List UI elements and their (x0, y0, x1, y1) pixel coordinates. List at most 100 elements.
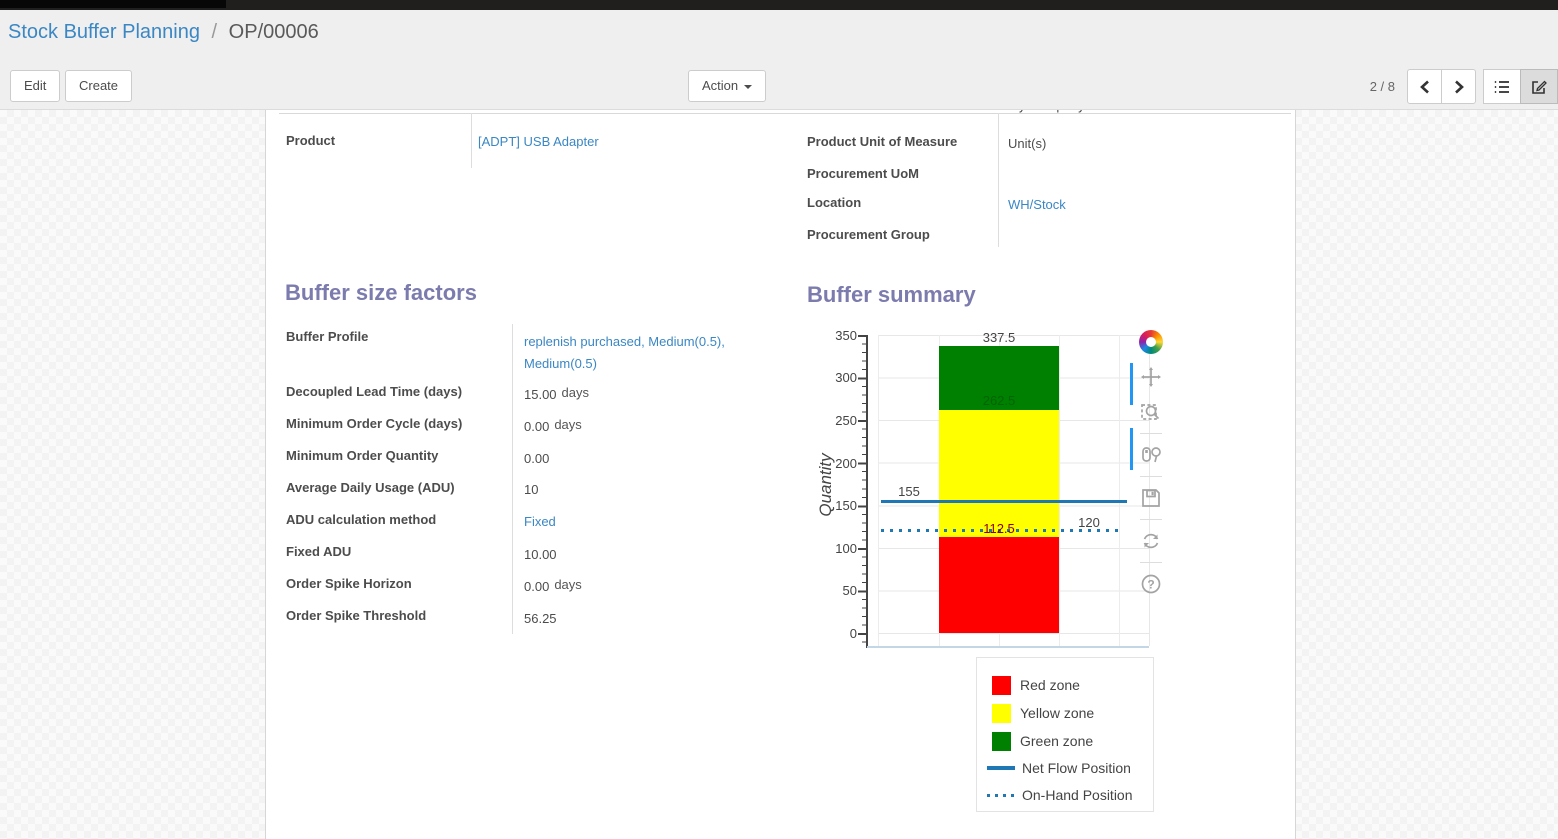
procurement-group-field-label: Procurement Group (807, 227, 930, 242)
breadcrumb-parent-link[interactable]: Stock Buffer Planning (8, 21, 200, 43)
pan-button[interactable] (1134, 363, 1168, 391)
y-tick-label: 150 (835, 498, 857, 513)
compare-hover-icon (1142, 447, 1161, 463)
create-button[interactable]: Create (65, 70, 133, 102)
modebar-separator (1140, 476, 1162, 477)
min-order-cycle-label: Minimum Order Cycle (days) (286, 416, 463, 431)
adu-method-label: ADU calculation method (286, 512, 437, 527)
decoupled-lead-time-label: Decoupled Lead Time (days) (286, 384, 463, 399)
compare-hover-button[interactable] (1134, 441, 1168, 469)
chart-vertical-gridline (1059, 335, 1060, 646)
chart-legend: Red zone Yellow zone Green zone Net Flow… (976, 657, 1154, 812)
plotly-logo-button[interactable] (1134, 328, 1168, 356)
fixed-adu-value: 10.00 (524, 547, 557, 562)
chevron-right-icon (1454, 80, 1464, 93)
green-zone-bar (939, 346, 1059, 410)
min-order-qty-value: 0.00 (524, 451, 550, 466)
chart-vertical-gridline (878, 335, 879, 646)
modebar-separator (1140, 433, 1162, 434)
svg-text:?: ? (1147, 578, 1154, 592)
pager-previous-button[interactable] (1407, 69, 1442, 104)
pager-counter: 2 / 8 (1369, 79, 1395, 94)
save-icon (1142, 489, 1160, 507)
order-spike-threshold-label: Order Spike Threshold (286, 608, 427, 623)
location-field-label: Location (807, 195, 862, 210)
legend-item-red-zone[interactable]: Red zone (992, 675, 1080, 695)
field-separator (512, 324, 513, 634)
legend-item-net-flow[interactable]: Net Flow Position (987, 758, 1131, 778)
legend-label: Red zone (1020, 677, 1080, 693)
box-zoom-button[interactable] (1134, 398, 1168, 426)
buffer-size-factors-title: Buffer size factors (285, 280, 477, 305)
save-image-button[interactable] (1134, 484, 1168, 512)
control-panel: Stock Buffer Planning / OP/00006 Edit Cr… (0, 10, 1558, 110)
yellow-zone-bar (939, 410, 1059, 537)
adu-value: 10 (524, 482, 539, 497)
annotation-red-top: 112.5 (983, 521, 1015, 536)
modebar-active-indicator (1130, 428, 1133, 470)
annotation-yellow-top: 262.5 (982, 393, 1016, 408)
adu-method-value[interactable]: Fixed (524, 514, 556, 529)
pager-next-button[interactable] (1441, 69, 1476, 104)
value-unit: days (561, 385, 590, 400)
value-number: 0.00 (524, 419, 550, 434)
action-label: Action (702, 78, 739, 93)
form-sheet: My Company Product [ADPT] USB Adapter Pr… (265, 110, 1296, 839)
action-dropdown-button[interactable]: Action (688, 70, 767, 102)
min-order-cycle-value: 0.00 days (524, 417, 582, 434)
list-view-button[interactable] (1483, 69, 1521, 104)
order-spike-horizon-label: Order Spike Horizon (286, 576, 412, 591)
legend-label: Green zone (1020, 733, 1094, 749)
reset-icon (1143, 533, 1159, 549)
view-switcher (1483, 69, 1558, 104)
pan-icon (1141, 367, 1161, 387)
product-uom-field-value: Unit(s) (1008, 136, 1047, 151)
annotation-on-hand: 120 (1078, 515, 1100, 530)
annotation-net-flow: 155 (898, 484, 920, 499)
value-number: 0.00 (524, 579, 550, 594)
legend-item-green-zone[interactable]: Green zone (992, 731, 1093, 751)
y-tick-label: 200 (835, 456, 857, 471)
legend-item-on-hand[interactable]: On-Hand Position (987, 785, 1133, 805)
order-spike-horizon-value: 0.00 days (524, 577, 582, 594)
on-hand-position-line (881, 529, 1121, 532)
green-swatch-icon (992, 731, 1011, 751)
dotted-line-swatch-icon (987, 793, 1015, 797)
adu-label: Average Daily Usage (ADU) (286, 480, 455, 495)
help-button[interactable]: ? (1134, 570, 1168, 598)
modebar-separator (1140, 519, 1162, 520)
value-unit: days (554, 577, 582, 592)
legend-item-yellow-zone[interactable]: Yellow zone (992, 703, 1094, 723)
edit-button[interactable]: Edit (10, 70, 61, 102)
help-icon: ? (1141, 574, 1161, 594)
yellow-swatch-icon (992, 703, 1011, 723)
red-swatch-icon (992, 675, 1011, 695)
legend-label: Yellow zone (1020, 705, 1095, 721)
breadcrumb: Stock Buffer Planning / OP/00006 (8, 21, 319, 44)
y-tick-label: 300 (835, 370, 857, 385)
legend-label: On-Hand Position (1022, 787, 1133, 803)
annotation-green-top: 337.5 (982, 330, 1016, 345)
value-number: 15.00 (524, 387, 557, 402)
y-tick-label: 0 (849, 626, 857, 641)
y-axis-line (866, 335, 868, 648)
solid-line-swatch-icon (987, 766, 1015, 770)
clipped-company-row: My Company (1008, 110, 1228, 113)
top-status-bar-segment (0, 0, 226, 8)
legend-label: Net Flow Position (1022, 760, 1131, 776)
modebar-separator (1140, 562, 1162, 563)
buffer-summary-title: Buffer summary (807, 282, 976, 307)
main-content-area: My Company Product [ADPT] USB Adapter Pr… (0, 110, 1558, 839)
red-zone-bar (939, 537, 1059, 633)
product-field-value[interactable]: [ADPT] USB Adapter (478, 134, 599, 149)
field-separator (471, 113, 472, 168)
location-field-value[interactable]: WH/Stock (1008, 197, 1066, 212)
chart-modebar: ? (1130, 328, 1168, 605)
form-view-button[interactable] (1520, 69, 1558, 104)
field-separator (998, 113, 999, 247)
chart-vertical-gridline (1119, 335, 1120, 646)
buffer-profile-label: Buffer Profile (286, 329, 369, 344)
buffer-profile-value[interactable]: replenish purchased, Medium(0.5), Medium… (524, 334, 725, 371)
breadcrumb-current: OP/00006 (228, 21, 319, 43)
reset-axes-button[interactable] (1134, 527, 1168, 555)
